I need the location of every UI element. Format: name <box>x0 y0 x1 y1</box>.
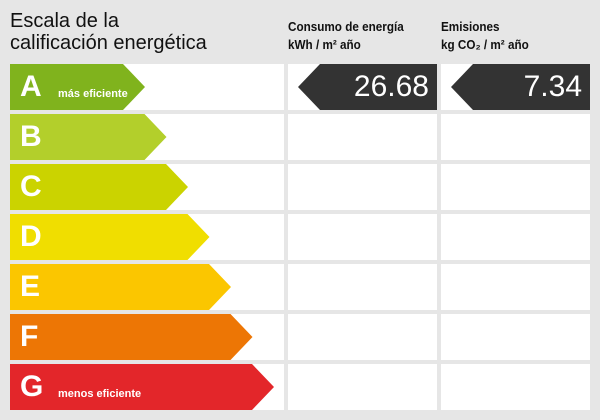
emisiones-cell <box>441 264 590 310</box>
emisiones-header: Emisiones kg CO₂ / m² año <box>441 18 529 54</box>
consumo-indicator: 26.68 <box>298 64 437 110</box>
rating-letter: G <box>20 370 44 403</box>
title-line2: calificación energética <box>10 32 207 54</box>
consumo-unit: kWh / m² año <box>288 37 361 52</box>
emisiones-cell <box>441 114 590 160</box>
rating-letter: C <box>20 170 42 203</box>
emisiones-cell <box>441 164 590 210</box>
consumo-value: 26.68 <box>353 70 429 103</box>
consumo-cell <box>288 164 437 210</box>
emisiones-indicator: 7.34 <box>451 64 590 110</box>
rating-letter: B <box>20 120 42 153</box>
emisiones-cell <box>441 364 590 410</box>
rating-arrow-b: B <box>10 114 167 160</box>
consumo-title: Consumo de energía <box>288 19 404 34</box>
rating-arrow-e: E <box>10 264 231 310</box>
consumo-cell <box>288 314 437 360</box>
emisiones-value: 7.34 <box>523 70 582 103</box>
emisiones-unit: kg CO₂ / m² año <box>441 37 529 52</box>
emisiones-cell <box>441 214 590 260</box>
rating-arrow-c: C <box>10 164 188 210</box>
rating-arrow-f: F <box>10 314 253 360</box>
consumo-cell <box>288 214 437 260</box>
page-title: Escala de la calificación energética <box>10 10 207 54</box>
emisiones-cell <box>441 314 590 360</box>
rating-arrow-d: D <box>10 214 210 260</box>
rating-letter: E <box>20 270 41 303</box>
rating-arrow-g: G menos eficiente <box>10 364 274 410</box>
consumo-header: Consumo de energía kWh / m² año <box>288 18 404 54</box>
rating-letter: D <box>20 220 42 253</box>
consumo-cell <box>288 264 437 310</box>
rating-arrow-a: A más eficiente <box>10 64 145 110</box>
emisiones-title: Emisiones <box>441 19 500 34</box>
rating-letter: A <box>20 70 42 103</box>
title-line1: Escala de la <box>10 10 119 32</box>
consumo-cell <box>288 114 437 160</box>
rating-label: menos eficiente <box>58 388 142 400</box>
consumo-cell <box>288 364 437 410</box>
rating-letter: F <box>20 320 39 353</box>
rating-label: más eficiente <box>58 88 128 100</box>
